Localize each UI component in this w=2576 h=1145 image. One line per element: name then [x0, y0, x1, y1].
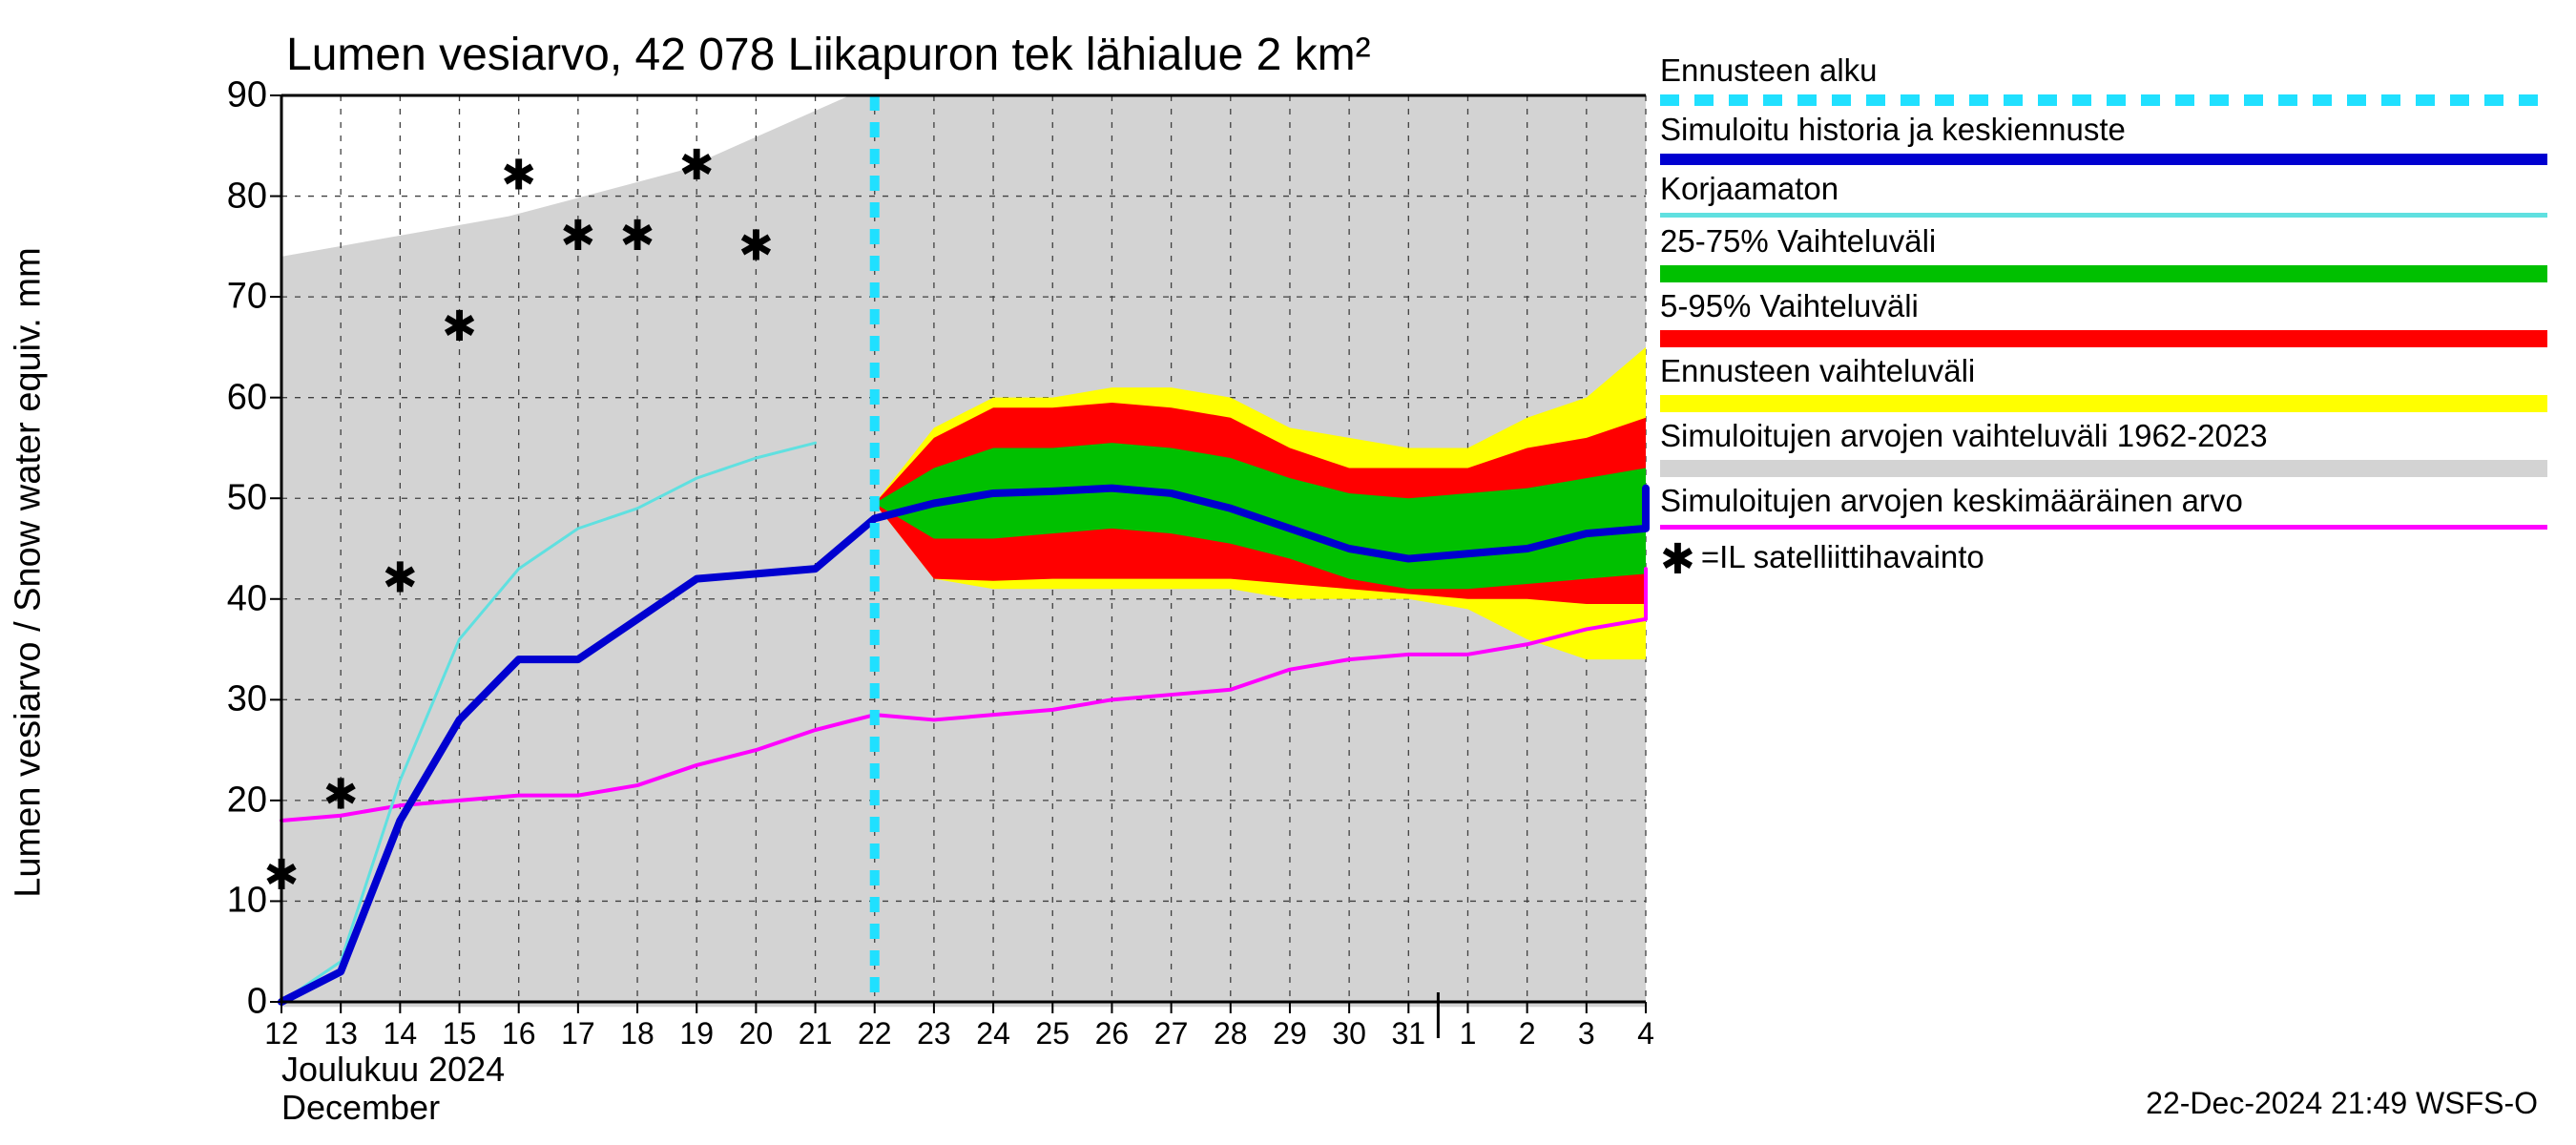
- x-tick-label: 19: [679, 1016, 714, 1051]
- legend-line: [1660, 213, 2547, 218]
- x-tick-label: 17: [561, 1016, 595, 1051]
- y-axis-label: Lumen vesiarvo / Snow water equiv. mm: [9, 247, 50, 897]
- chart-title: Lumen vesiarvo, 42 078 Liikapuron tek lä…: [286, 29, 1371, 81]
- x-tick-label: 14: [384, 1016, 418, 1051]
- legend-label: Simuloitu historia ja keskiennuste: [1660, 112, 2547, 148]
- x-tick-label: 29: [1273, 1016, 1307, 1051]
- x-tick-label: 28: [1214, 1016, 1248, 1051]
- legend-item: 25-75% Vaihteluväli: [1660, 223, 2547, 282]
- svg-text:✱: ✱: [560, 213, 595, 260]
- legend-label: Simuloitujen arvojen keskimääräinen arvo: [1660, 483, 2547, 519]
- x-tick-label: 16: [502, 1016, 536, 1051]
- y-tick-label: 80: [210, 176, 267, 217]
- legend-item: Korjaamaton: [1660, 171, 2547, 218]
- x-tick-label: 2: [1519, 1016, 1536, 1051]
- chart-container: Lumen vesiarvo / Snow water equiv. mm Lu…: [0, 0, 2576, 1145]
- x-tick-label: 26: [1095, 1016, 1130, 1051]
- asterisk-icon: ✱: [1660, 536, 1695, 583]
- legend-item: Simuloitujen arvojen vaihteluväli 1962-2…: [1660, 418, 2547, 477]
- y-tick-label: 70: [210, 277, 267, 318]
- svg-text:✱: ✱: [620, 213, 655, 260]
- x-tick-label: 13: [323, 1016, 358, 1051]
- legend-line: [1660, 154, 2547, 165]
- legend-item: Simuloitu historia ja keskiennuste: [1660, 112, 2547, 165]
- y-tick-label: 20: [210, 780, 267, 821]
- x-tick-label: 23: [917, 1016, 951, 1051]
- y-tick-label: 0: [210, 982, 267, 1023]
- svg-text:✱: ✱: [442, 303, 477, 350]
- legend-item: Ennusteen alku: [1660, 52, 2547, 106]
- y-tick-label: 60: [210, 377, 267, 418]
- svg-text:✱: ✱: [383, 555, 418, 602]
- x-tick-label: 22: [858, 1016, 892, 1051]
- legend-label: Ennusteen vaihteluväli: [1660, 353, 2547, 389]
- x-tick-label: 24: [976, 1016, 1010, 1051]
- x-tick-label: 31: [1392, 1016, 1426, 1051]
- x-tick-label: 30: [1332, 1016, 1366, 1051]
- y-tick-label: 40: [210, 578, 267, 619]
- x-tick-label: 25: [1035, 1016, 1070, 1051]
- footer-timestamp: 22-Dec-2024 21:49 WSFS-O: [2146, 1086, 2538, 1121]
- legend-label: 5-95% Vaihteluväli: [1660, 288, 2547, 324]
- y-tick-label: 10: [210, 881, 267, 922]
- legend-item: ✱=IL satelliittihavainto: [1660, 535, 2547, 584]
- x-axis-label-1: Joulukuu 2024: [281, 1050, 505, 1090]
- x-tick-label: 20: [739, 1016, 774, 1051]
- svg-text:✱: ✱: [738, 222, 774, 269]
- legend-label: Simuloitujen arvojen vaihteluväli 1962-2…: [1660, 418, 2547, 454]
- plot-area: ✱✱✱✱✱✱✱✱✱: [281, 95, 1646, 1002]
- legend-swatch: [1660, 460, 2547, 477]
- legend-item: Simuloitujen arvojen keskimääräinen arvo: [1660, 483, 2547, 530]
- svg-text:✱: ✱: [679, 142, 715, 189]
- x-tick-label: 21: [799, 1016, 833, 1051]
- y-tick-label: 90: [210, 75, 267, 116]
- legend-label: 25-75% Vaihteluväli: [1660, 223, 2547, 260]
- x-tick-label: 12: [264, 1016, 299, 1051]
- legend: Ennusteen alku Simuloitu historia ja kesk…: [1660, 52, 2547, 590]
- legend-item: 5-95% Vaihteluväli: [1660, 288, 2547, 347]
- legend-label: Ennusteen alku: [1660, 52, 2547, 89]
- legend-item: Ennusteen vaihteluväli: [1660, 353, 2547, 412]
- x-tick-label: 27: [1154, 1016, 1189, 1051]
- legend-dash: [1660, 94, 2547, 106]
- x-axis-label-2: December: [281, 1088, 440, 1128]
- x-tick-label: 3: [1578, 1016, 1595, 1051]
- x-tick-label: 15: [443, 1016, 477, 1051]
- legend-line: [1660, 525, 2547, 530]
- legend-swatch: [1660, 330, 2547, 347]
- x-tick-label: 18: [620, 1016, 654, 1051]
- x-tick-label: 4: [1637, 1016, 1654, 1051]
- y-tick-label: 30: [210, 679, 267, 720]
- legend-label: Korjaamaton: [1660, 171, 2547, 207]
- legend-swatch: [1660, 265, 2547, 282]
- svg-text:✱: ✱: [501, 152, 536, 198]
- svg-text:✱: ✱: [323, 772, 359, 819]
- y-tick-label: 50: [210, 478, 267, 519]
- legend-label: ✱=IL satelliittihavainto: [1660, 535, 2547, 584]
- x-tick-label: 1: [1460, 1016, 1477, 1051]
- legend-swatch: [1660, 395, 2547, 412]
